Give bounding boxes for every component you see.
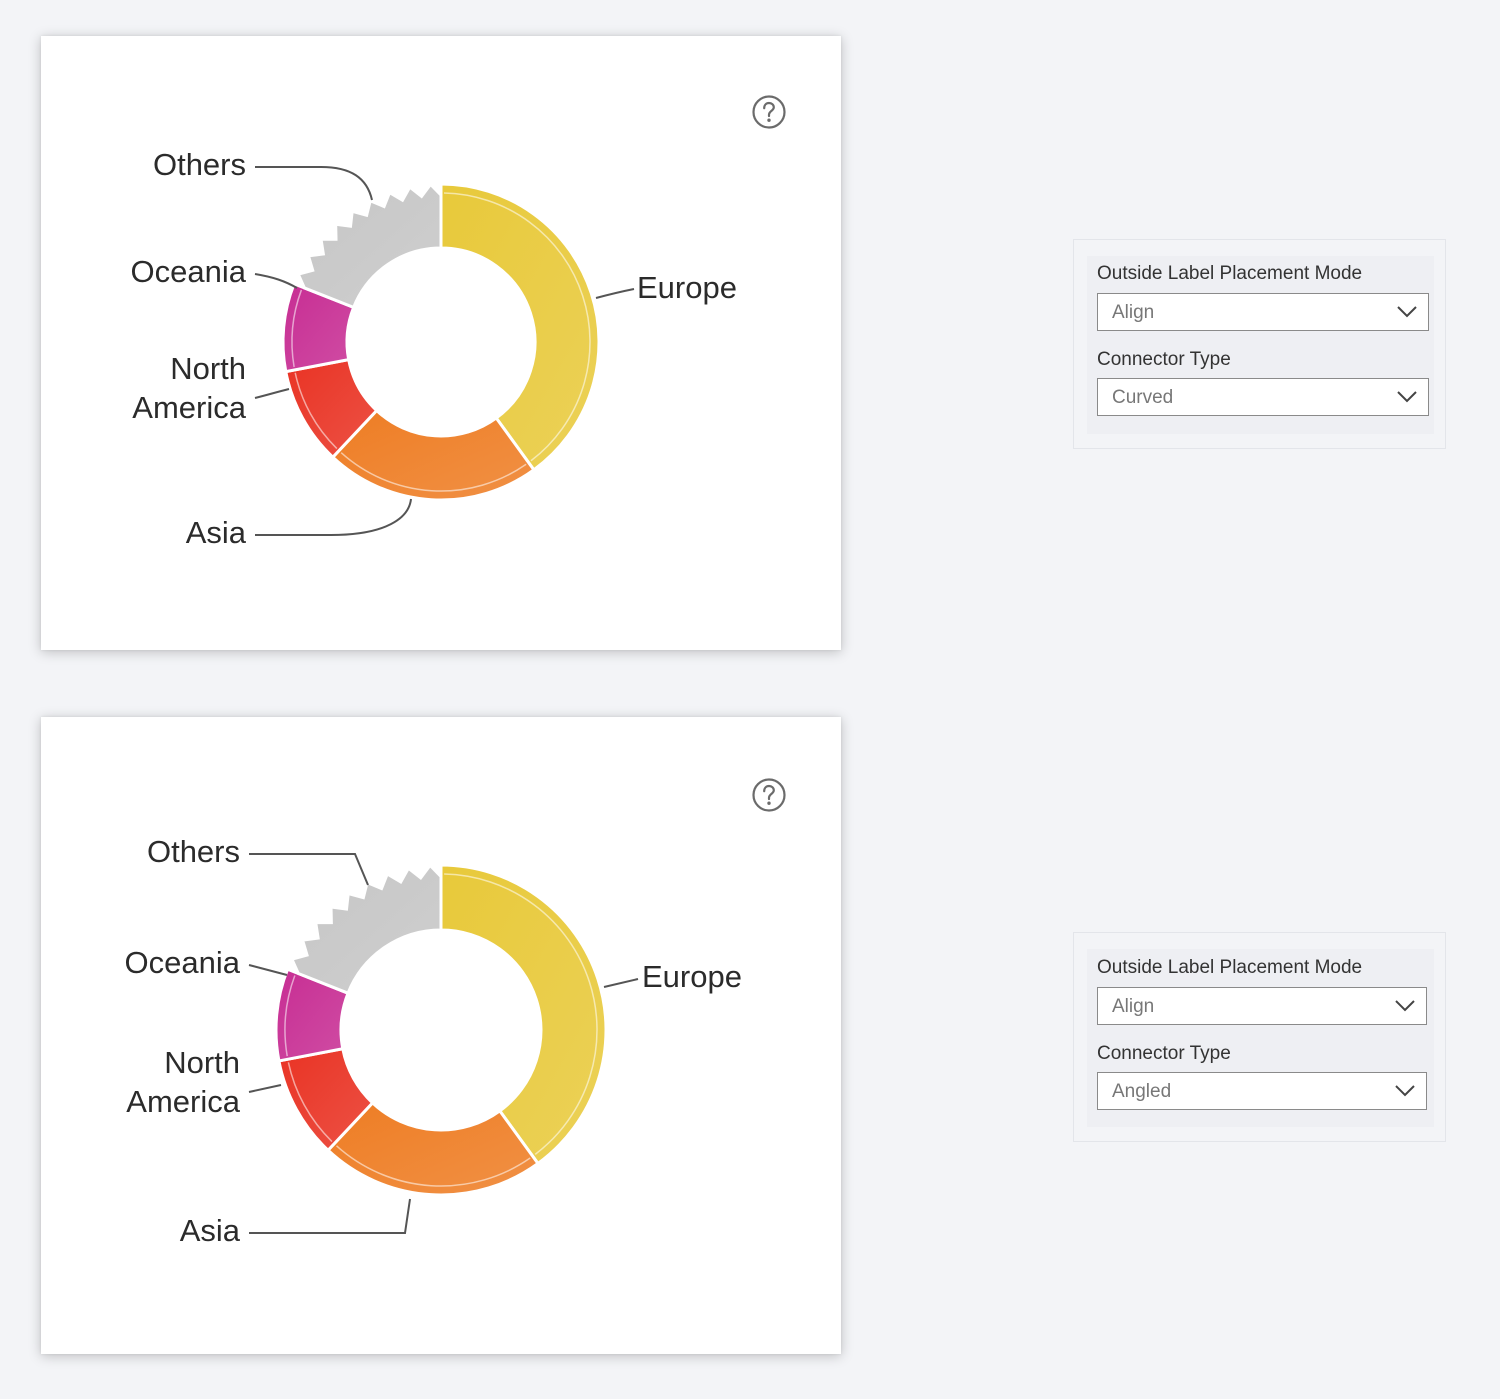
chevron-down-icon xyxy=(1397,391,1417,403)
slice-oceania[interactable] xyxy=(281,281,356,374)
placement-mode-label: Outside Label Placement Mode xyxy=(1097,957,1363,978)
format-panel-curved: Outside Label Placement Mode Align Conne… xyxy=(1073,239,1446,449)
slice-highlight xyxy=(336,1145,531,1187)
label-europe: Europe xyxy=(642,959,742,994)
placement-mode-value: Align xyxy=(1112,996,1155,1017)
format-panel-body: Outside Label Placement Mode Align Conne… xyxy=(1087,949,1434,1127)
slice-highlight xyxy=(284,975,296,1057)
slice-europe[interactable] xyxy=(439,182,601,472)
connector-type-value: Curved xyxy=(1112,387,1174,408)
format-panel-angled: Outside Label Placement Mode Align Conne… xyxy=(1073,932,1446,1142)
slice-highlight xyxy=(287,1062,333,1143)
connector-type-label: Connector Type xyxy=(1097,1043,1231,1064)
slice-highlight xyxy=(444,873,598,1155)
help-circle-icon[interactable] xyxy=(751,94,787,130)
placement-mode-dropdown[interactable]: Align xyxy=(1097,987,1427,1025)
connector-north-america xyxy=(254,388,290,399)
chart-card-curved: Europe Asia North America Oceania Others xyxy=(41,36,841,650)
slice-highlight xyxy=(443,192,591,462)
chevron-down-icon xyxy=(1395,1085,1415,1097)
label-oceania: Oceania xyxy=(131,254,247,289)
format-panel-body: Outside Label Placement Mode Align Conne… xyxy=(1087,256,1434,434)
donut-chart-angled: Europe Asia North America Oceania Others xyxy=(125,834,742,1248)
slice-others[interactable] xyxy=(296,182,443,310)
slice-highlight xyxy=(340,452,527,492)
label-oceania: Oceania xyxy=(125,945,241,980)
label-others: Others xyxy=(153,147,246,182)
connector-north-america xyxy=(248,1084,282,1093)
label-asia: Asia xyxy=(180,1213,241,1248)
help-circle-icon[interactable] xyxy=(751,777,787,813)
donut-chart-curved: Europe Asia North America Oceania Others xyxy=(131,147,737,550)
connector-oceania xyxy=(248,964,288,976)
connector-others xyxy=(255,166,373,201)
connector-asia xyxy=(249,1198,411,1234)
connector-type-dropdown[interactable]: Curved xyxy=(1097,378,1429,416)
slice-highlight xyxy=(291,289,303,368)
slice-europe[interactable] xyxy=(439,863,608,1166)
placement-mode-label: Outside Label Placement Mode xyxy=(1097,263,1363,284)
slice-highlight xyxy=(294,372,338,450)
connector-type-label: Connector Type xyxy=(1097,349,1231,370)
chevron-down-icon xyxy=(1397,306,1417,318)
connector-type-value: Angled xyxy=(1112,1081,1172,1102)
connector-europe xyxy=(595,288,635,299)
label-north-america: North America xyxy=(126,1045,240,1119)
connector-type-dropdown[interactable]: Angled xyxy=(1097,1072,1427,1110)
slice-oceania[interactable] xyxy=(274,967,350,1063)
chevron-down-icon xyxy=(1395,1000,1415,1012)
label-north-america: North America xyxy=(132,351,246,425)
connector-oceania xyxy=(254,273,298,289)
placement-mode-dropdown[interactable]: Align xyxy=(1097,293,1429,331)
placement-mode-value: Align xyxy=(1112,302,1155,323)
connector-others xyxy=(249,853,369,886)
chart-card-angled: Europe Asia North America Oceania Others xyxy=(41,717,841,1354)
connector-asia xyxy=(255,498,412,536)
slice-asia[interactable] xyxy=(325,1100,541,1197)
label-asia: Asia xyxy=(186,515,247,550)
label-others: Others xyxy=(147,834,240,869)
label-europe: Europe xyxy=(637,270,737,305)
connector-europe xyxy=(603,978,639,988)
slice-others[interactable] xyxy=(289,863,443,996)
